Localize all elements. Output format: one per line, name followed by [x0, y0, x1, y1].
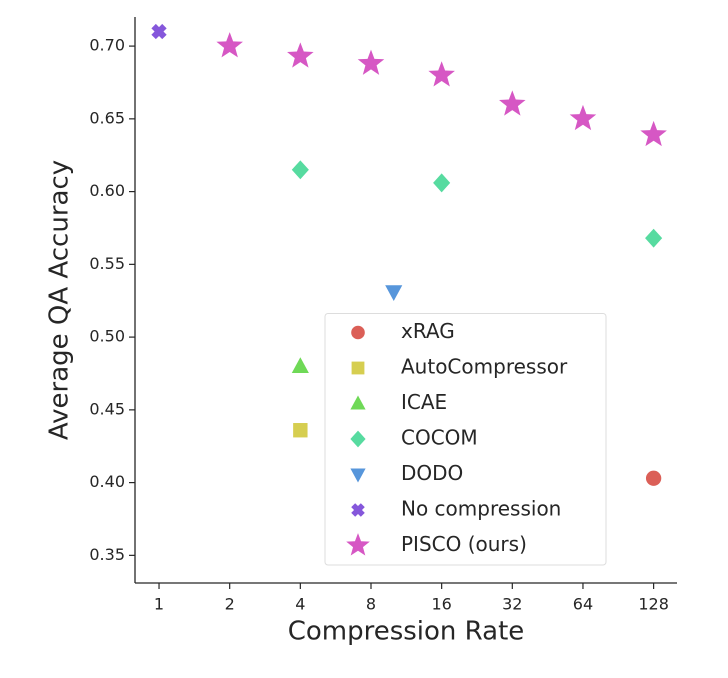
- legend-label: COCOM: [401, 426, 478, 450]
- y-tick-label: 0.40: [89, 472, 125, 491]
- x-tick-label: 2: [225, 595, 235, 614]
- point: [216, 32, 243, 58]
- x-tick-label: 32: [502, 595, 522, 614]
- point: [569, 104, 597, 131]
- legend-marker: [350, 430, 366, 448]
- legend-label: ICAE: [401, 390, 447, 414]
- legend-box: [324, 313, 607, 566]
- point: [291, 160, 309, 180]
- y-tick-label: 0.55: [89, 254, 125, 273]
- y-tick-label: 0.35: [89, 545, 125, 564]
- x-tick-label: 4: [295, 595, 305, 614]
- legend-marker: [351, 503, 365, 517]
- x-tick-label: 64: [573, 595, 593, 614]
- x-tick-label: 16: [431, 595, 451, 614]
- y-tick-label: 0.65: [89, 108, 125, 127]
- legend-marker: [350, 468, 366, 483]
- point: [293, 423, 308, 438]
- legend-label: xRAG: [401, 319, 455, 343]
- legend-label: No compression: [401, 497, 561, 521]
- point: [640, 120, 667, 147]
- x-tick-label: 128: [638, 595, 669, 614]
- y-tick-label: 0.60: [89, 181, 125, 200]
- point: [428, 61, 455, 87]
- point: [287, 42, 314, 68]
- point: [499, 90, 526, 116]
- legend-marker: [350, 395, 366, 410]
- point: [357, 49, 385, 75]
- y-tick-label: 0.50: [89, 327, 125, 346]
- legend-label: PISCO (ours): [401, 532, 527, 556]
- point: [645, 470, 662, 486]
- point: [291, 357, 309, 373]
- legend-marker: [346, 533, 370, 556]
- point: [433, 173, 451, 193]
- point: [645, 228, 663, 248]
- y-axis-label: Average QA Accuracy: [45, 160, 75, 440]
- x-axis-label: Compression Rate: [288, 617, 525, 647]
- legend-marker: [351, 361, 365, 375]
- legend-marker: [351, 325, 365, 340]
- point: [385, 285, 403, 301]
- point: [151, 23, 167, 40]
- y-tick-label: 0.45: [89, 399, 125, 418]
- x-tick-label: 8: [366, 595, 376, 614]
- legend-label: AutoCompressor: [401, 355, 568, 379]
- x-tick-label: 1: [154, 595, 164, 614]
- y-tick-label: 0.70: [89, 36, 125, 55]
- legend-label: DODO: [401, 461, 463, 485]
